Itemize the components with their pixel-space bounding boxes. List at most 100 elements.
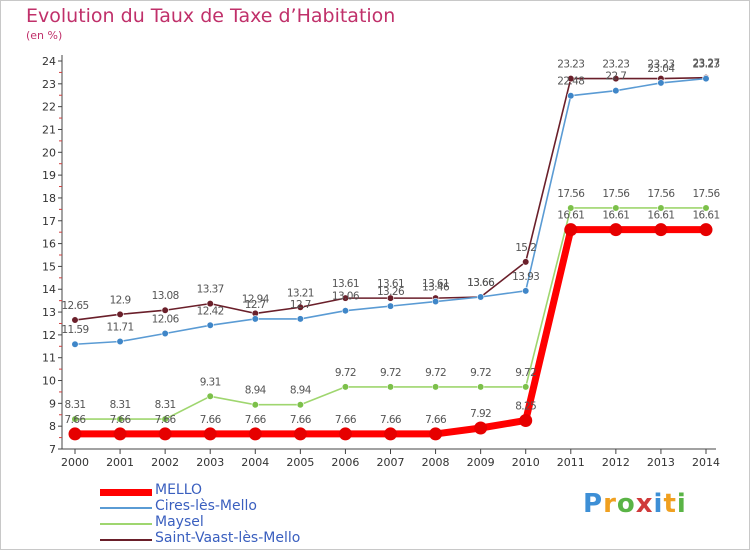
data-label-maysel: 8.94 — [245, 385, 267, 397]
data-point-maysel[interactable] — [431, 383, 440, 391]
data-point-maysel[interactable] — [477, 383, 485, 391]
data-point-cires-les-mello[interactable] — [431, 297, 440, 306]
data-point-mello[interactable] — [203, 427, 217, 441]
data-point-saint-vaast-les-mello[interactable] — [206, 300, 214, 308]
data-point-cires-les-mello[interactable] — [71, 340, 79, 348]
logo-letter: r — [603, 489, 617, 519]
y-tick-label: 13 — [42, 306, 56, 319]
y-tick-label: 9 — [49, 397, 56, 410]
data-point-mello[interactable] — [519, 413, 533, 427]
data-label-cires-les-mello: 23.23 — [692, 59, 719, 71]
data-point-maysel[interactable] — [386, 383, 395, 391]
y-tick-label: 14 — [42, 283, 56, 296]
series-cires-les-mello — [71, 74, 710, 348]
data-point-cires-les-mello[interactable] — [477, 293, 485, 301]
data-label-maysel: 8.31 — [155, 399, 176, 411]
data-point-maysel[interactable] — [567, 204, 575, 212]
data-point-mello[interactable] — [68, 427, 82, 441]
legend-label-saint-vaast-les-mello: Saint-Vaast-lès-Mello — [155, 530, 301, 546]
data-label-saint-vaast-les-mello: 23.27 — [692, 58, 719, 70]
data-label-cires-les-mello: 13.26 — [377, 286, 405, 298]
data-label-saint-vaast-les-mello: 13.21 — [287, 287, 314, 299]
data-point-maysel[interactable] — [341, 383, 350, 391]
x-tick-label: 2008 — [422, 456, 450, 469]
data-point-saint-vaast-les-mello[interactable] — [522, 258, 530, 266]
data-point-maysel[interactable] — [296, 401, 304, 409]
data-point-cires-les-mello[interactable] — [567, 92, 575, 100]
y-tick-label: 22 — [42, 101, 56, 114]
data-label-maysel: 17.56 — [647, 188, 675, 200]
data-point-saint-vaast-les-mello[interactable] — [71, 316, 79, 324]
data-label-saint-vaast-les-mello: 12.94 — [242, 293, 270, 305]
data-point-mello[interactable] — [429, 427, 443, 441]
data-point-saint-vaast-les-mello[interactable] — [116, 310, 124, 318]
data-point-maysel[interactable] — [251, 401, 259, 409]
line-chart: 7 8 9 10 11 12 13 14 15 16 17 18 19 20 21 22 23 24 2000 200… — [42, 55, 721, 469]
data-point-maysel[interactable] — [702, 204, 710, 212]
x-tick-label: 2012 — [602, 456, 630, 469]
x-tick-label: 2014 — [692, 456, 720, 469]
data-point-maysel[interactable] — [116, 415, 124, 423]
data-point-mello[interactable] — [474, 421, 488, 435]
data-point-maysel[interactable] — [657, 204, 665, 212]
data-label-cires-les-mello: 13.06 — [332, 291, 360, 303]
data-point-mello[interactable] — [293, 427, 307, 441]
data-label-mello: 7.66 — [155, 414, 177, 426]
x-tick-label: 2011 — [557, 456, 585, 469]
data-point-mello[interactable] — [338, 427, 352, 441]
data-point-mello[interactable] — [113, 427, 127, 441]
y-tick-label: 10 — [42, 375, 56, 388]
data-point-mello[interactable] — [609, 223, 623, 237]
x-tick-label: 2013 — [647, 456, 675, 469]
data-point-saint-vaast-les-mello[interactable] — [341, 294, 350, 302]
data-point-cires-les-mello[interactable] — [612, 87, 620, 95]
data-point-cires-les-mello[interactable] — [522, 287, 530, 295]
data-point-cires-les-mello[interactable] — [702, 74, 710, 83]
data-point-saint-vaast-les-mello[interactable] — [567, 74, 575, 83]
data-point-saint-vaast-les-mello[interactable] — [386, 294, 395, 302]
x-tick-label: 2009 — [467, 456, 495, 469]
data-point-cires-les-mello[interactable] — [206, 321, 214, 329]
data-label-saint-vaast-les-mello: 13.66 — [467, 277, 495, 289]
data-point-mello[interactable] — [158, 427, 172, 441]
data-label-maysel: 8.31 — [110, 399, 131, 411]
data-point-maysel[interactable] — [161, 415, 169, 423]
data-label-saint-vaast-les-mello: 13.37 — [197, 284, 224, 296]
data-point-cires-les-mello[interactable] — [341, 307, 350, 315]
data-point-cires-les-mello[interactable] — [251, 315, 259, 323]
data-point-mello[interactable] — [564, 223, 578, 237]
y-tick-label: 8 — [49, 420, 56, 433]
data-point-saint-vaast-les-mello[interactable] — [612, 74, 620, 83]
data-point-cires-les-mello[interactable] — [116, 337, 124, 346]
data-label-maysel: 9.72 — [470, 367, 491, 379]
data-label-cires-les-mello: 12.06 — [152, 314, 180, 326]
data-point-cires-les-mello[interactable] — [657, 79, 665, 87]
data-point-cires-les-mello[interactable] — [386, 302, 395, 310]
data-point-cires-les-mello[interactable] — [296, 315, 304, 323]
x-tick-label: 2004 — [241, 456, 269, 469]
data-point-mello[interactable] — [384, 427, 397, 441]
data-point-maysel[interactable] — [612, 204, 620, 212]
data-point-saint-vaast-les-mello[interactable] — [296, 303, 304, 311]
y-tick-label: 12 — [42, 329, 56, 342]
data-point-mello[interactable] — [248, 427, 262, 441]
data-label-mello: 8.25 — [515, 400, 536, 412]
data-label-mello: 7.66 — [425, 414, 447, 426]
data-point-mello[interactable] — [654, 223, 668, 237]
data-point-cires-les-mello[interactable] — [161, 329, 169, 338]
data-point-maysel[interactable] — [522, 383, 530, 391]
data-label-cires-les-mello: 13.46 — [422, 282, 450, 294]
proxiti-logo: Proxiti — [583, 489, 687, 519]
logo-letter: i — [653, 489, 664, 519]
data-label-maysel: 9.72 — [425, 367, 446, 379]
data-point-maysel[interactable] — [206, 392, 214, 400]
data-label-mello: 16.61 — [557, 210, 584, 222]
data-point-maysel[interactable] — [71, 415, 79, 423]
data-point-saint-vaast-les-mello[interactable] — [161, 306, 169, 314]
data-label-mello: 7.66 — [200, 414, 222, 426]
y-tick-label: 23 — [42, 78, 56, 91]
data-point-mello[interactable] — [699, 223, 713, 237]
data-label-mello: 7.66 — [290, 414, 312, 426]
data-label-mello: 7.66 — [335, 414, 357, 426]
